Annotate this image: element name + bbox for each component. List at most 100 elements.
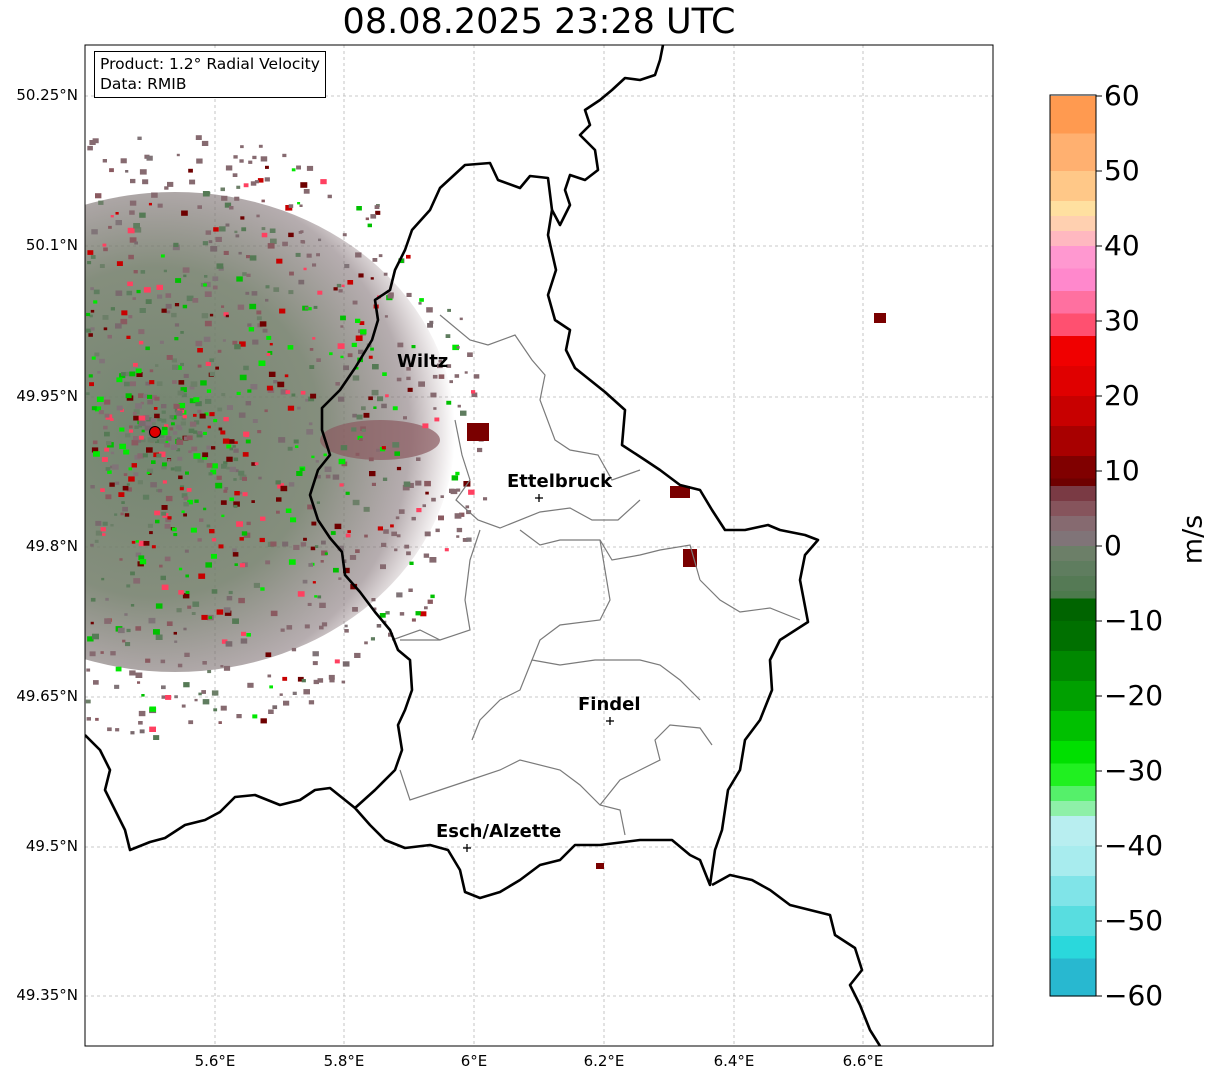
echo-pixel <box>267 351 273 355</box>
echo-pixel <box>129 670 136 676</box>
echo-pixel <box>183 436 189 441</box>
echo-pixel <box>183 682 190 688</box>
echo-pixel <box>104 618 112 624</box>
echo-pixel <box>139 169 147 175</box>
echo-pixel <box>234 491 240 496</box>
echo-pixel <box>206 389 212 393</box>
echo-pixel <box>104 431 110 437</box>
echo-pixel <box>124 381 130 387</box>
echo-pixel <box>198 573 206 579</box>
echo-pixel <box>155 364 159 367</box>
echo-pixel <box>189 398 196 404</box>
echo-pixel <box>100 651 104 654</box>
echo-pixel <box>91 406 97 411</box>
echo-pixel <box>212 285 218 290</box>
echo-pixel <box>293 544 300 550</box>
echo-pixel <box>312 581 316 584</box>
echo-pixel <box>435 528 440 533</box>
echo-pixel <box>104 413 110 418</box>
echo-pixel <box>306 429 314 435</box>
echo-pixel <box>89 382 94 387</box>
echo-pixel <box>178 380 185 385</box>
echo-pixel <box>129 200 137 206</box>
echo-pixel <box>215 236 222 242</box>
echo-pixel <box>91 447 99 453</box>
echo-pixel <box>153 407 158 410</box>
echo-pixel <box>222 339 226 342</box>
echo-pixel <box>314 595 318 598</box>
echo-pixel <box>464 371 468 374</box>
echo-pixel <box>355 318 361 323</box>
echo-pixel <box>164 186 169 190</box>
echo-pixel <box>300 182 308 188</box>
echo-pixel <box>289 271 294 276</box>
echo-pixel <box>382 477 388 481</box>
echo-pixel <box>297 676 304 682</box>
echo-pixel <box>224 610 232 616</box>
echo-pixel <box>90 621 94 625</box>
echo-pixel <box>246 633 251 637</box>
echo-pixel <box>220 705 227 711</box>
echo-pixel <box>291 393 296 397</box>
echo-pixel <box>394 451 400 456</box>
echo-pixel <box>205 562 212 568</box>
echo-pixel <box>403 481 411 487</box>
echo-pixel <box>147 523 153 528</box>
echo-pixel <box>161 426 168 432</box>
echo-pixel <box>379 613 386 618</box>
echo-pixel <box>204 291 212 297</box>
echo-pixel <box>91 229 98 235</box>
echo-pixel <box>317 678 324 683</box>
echo-pixel <box>426 307 433 313</box>
colorbar-segment <box>1050 906 1096 937</box>
radar-echo-field <box>85 192 455 672</box>
echo-pixel <box>234 196 240 201</box>
echo-pixel <box>100 527 106 532</box>
colorbar-segment <box>1050 231 1096 247</box>
echo-pixel <box>236 276 243 282</box>
colorbar-tick-label: −30 <box>1104 754 1164 787</box>
echo-pixel <box>125 642 131 647</box>
echo-pixel <box>179 406 184 410</box>
echo-pixel <box>239 341 246 347</box>
echo-pixel <box>90 543 94 547</box>
echo-pixel <box>287 405 295 411</box>
echo-pixel <box>325 474 331 479</box>
echo-pixel <box>182 267 190 273</box>
echo-pixel <box>197 538 202 542</box>
echo-pixel <box>238 597 245 604</box>
echo-pixel <box>427 599 433 604</box>
echo-pixel <box>155 603 163 609</box>
echo-pixel <box>232 548 237 552</box>
echo-pixel <box>86 392 90 396</box>
echo-pixel <box>205 361 211 366</box>
echo-pixel <box>207 425 211 429</box>
echo-cell <box>683 549 697 567</box>
echo-pixel <box>124 613 128 616</box>
echo-pixel <box>451 475 459 481</box>
echo-pixel <box>176 608 182 613</box>
echo-pixel <box>181 210 188 216</box>
echo-pixel <box>124 513 130 517</box>
lat-label: 49.8°N <box>25 537 78 555</box>
echo-pixel <box>151 545 156 549</box>
echo-pixel <box>133 362 138 367</box>
echo-pixel <box>216 263 224 269</box>
echo-pixel <box>187 605 192 609</box>
echo-pixel <box>256 214 260 218</box>
echo-pixel <box>151 192 158 198</box>
echo-pixel <box>279 308 286 314</box>
echo-pixel <box>176 153 180 157</box>
echo-pixel <box>233 504 238 508</box>
echo-pixel <box>141 438 146 443</box>
echo-pixel <box>135 552 142 557</box>
echo-pixel <box>280 485 288 492</box>
echo-pixel <box>424 531 431 537</box>
colorbar-segment <box>1050 396 1096 427</box>
echo-pixel <box>306 165 314 171</box>
echo-pixel <box>268 709 274 714</box>
echo-pixel <box>104 399 111 405</box>
city-label-esch-alzette: Esch/Alzette <box>436 821 562 842</box>
echo-pixel <box>261 199 265 203</box>
echo-pixel <box>303 537 307 541</box>
